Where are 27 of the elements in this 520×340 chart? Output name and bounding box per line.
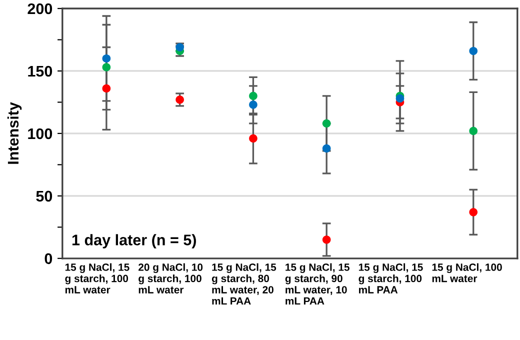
y-axis-title: Intensity: [7, 102, 22, 164]
annotation: 1 day later (n = 5): [72, 234, 196, 248]
y-tick-label: 200: [28, 3, 52, 14]
x-tick-label: 20 g NaCl, 10 g starch, 100 mL water: [138, 263, 203, 294]
y-tick-label: 0: [44, 253, 52, 264]
point: [102, 63, 111, 72]
point: [322, 235, 331, 244]
x-tick-label: 15 g NaCl, 15 g starch, 100 mL water: [65, 263, 130, 294]
point: [469, 126, 478, 136]
point: [469, 208, 478, 216]
x-tick-label: 15 g NaCl, 100 mL water: [432, 263, 502, 282]
x-tick-label: 15 g NaCl, 15 g starch, 100 mL PAA: [358, 263, 423, 294]
y-tick-label: 50: [36, 190, 52, 202]
point: [249, 134, 258, 143]
point: [249, 100, 258, 109]
point: [249, 92, 258, 100]
y-tick-label: 150: [28, 66, 52, 77]
y-tick-label: 100: [28, 128, 52, 140]
point: [469, 46, 478, 56]
x-tick-label: 15 g NaCl, 15 g starch, 90 mL water, 10 mL PAA: [285, 263, 350, 305]
point: [102, 84, 111, 93]
x-tick-label: 15 g NaCl, 15 g starch, 80 mL water, 20 mL PAA: [212, 263, 276, 305]
point: [176, 96, 184, 104]
point: [322, 119, 331, 128]
point: [102, 54, 111, 63]
point: [322, 144, 331, 153]
point: [396, 94, 404, 103]
